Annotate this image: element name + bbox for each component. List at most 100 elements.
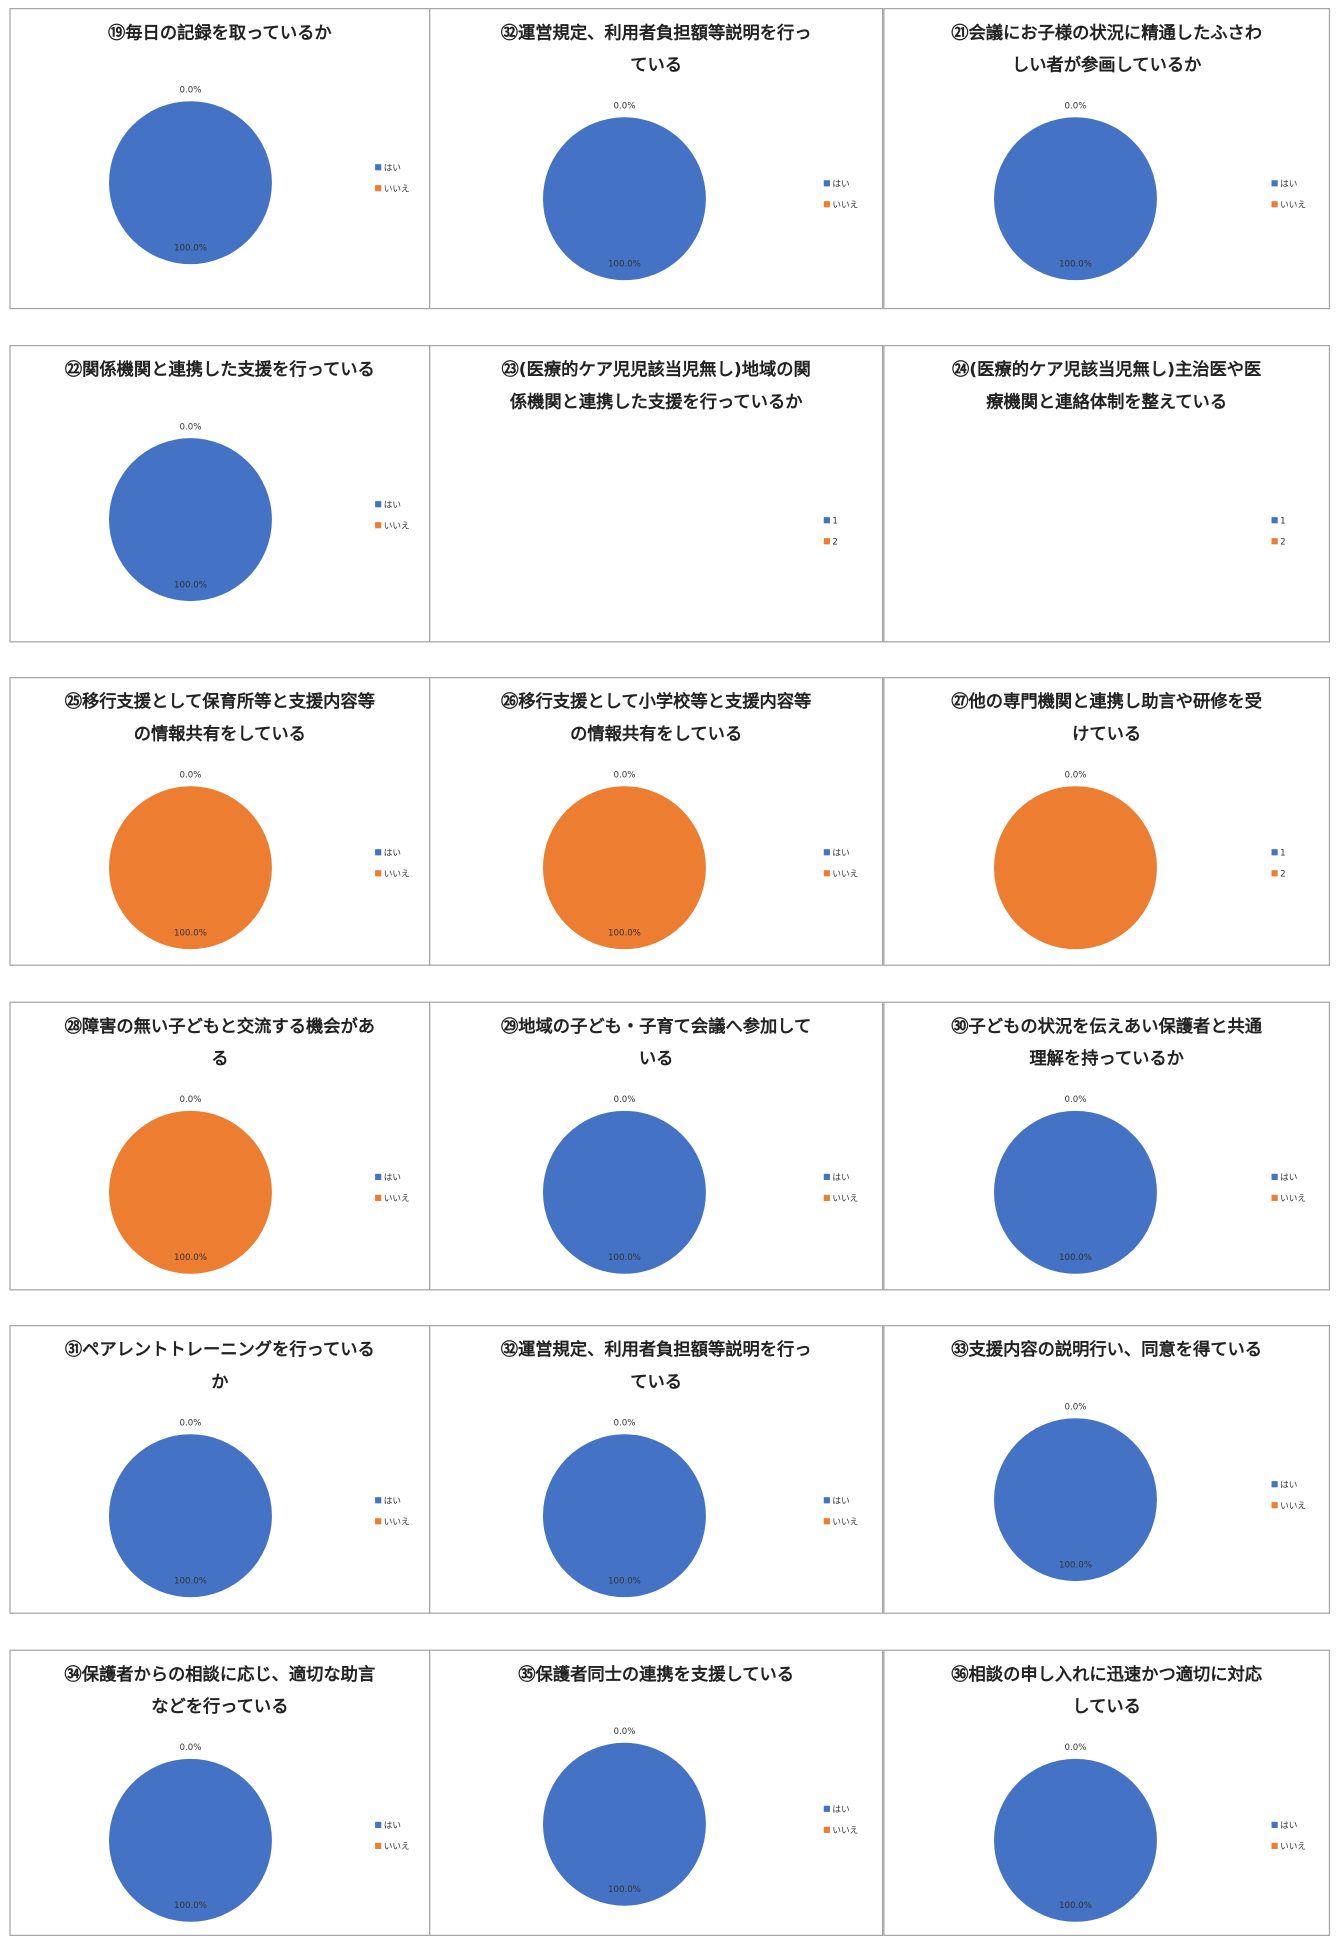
data-label: 100.0% <box>174 1577 207 1587</box>
title-line: ㉞保護者からの相談に応じ、適切な助言 <box>64 1664 375 1685</box>
data-label: 100.0% <box>1059 260 1092 270</box>
chart-title: ㉟保護者同士の連携を支援している <box>518 1664 794 1685</box>
legend-swatch <box>823 201 830 208</box>
legend-swatch <box>375 522 382 529</box>
title-line: ㉒関係機関と連携した支援を行っている <box>65 359 375 380</box>
pie-slice <box>542 1742 706 1906</box>
chart-title: ㉘障害の無い子どもと交流する機会がある <box>65 1016 375 1069</box>
chart-title: ⑲毎日の記録を取っているか <box>108 22 332 43</box>
data-label: 0.0% <box>1065 771 1087 781</box>
legend-swatch <box>375 1821 382 1828</box>
legend-swatch <box>375 870 382 877</box>
legend-label: いいえ <box>384 1841 410 1852</box>
title-line: ⑲毎日の記録を取っているか <box>108 22 332 43</box>
legend-swatch <box>823 849 830 856</box>
data-label: 0.0% <box>613 1727 635 1737</box>
legend-label: はい <box>384 1172 401 1183</box>
chart-title: ㉚子どもの状況を伝えあい保護者と共通理解を持っているか <box>951 1016 1263 1069</box>
data-label: 0.0% <box>613 1419 635 1429</box>
legend-label: いいえ <box>1280 1841 1306 1852</box>
data-label: 0.0% <box>1065 1095 1087 1105</box>
title-line: ㉑会議にお子様の状況に精通したふさわ <box>951 22 1262 43</box>
data-label: 0.0% <box>180 1743 202 1753</box>
title-line: ている <box>630 1372 682 1392</box>
legend-label: 1 <box>1280 848 1286 858</box>
title-line: ㉗他の専門機関と連携し助言や研修を受 <box>951 691 1263 712</box>
legend-swatch <box>375 1497 382 1504</box>
chart-title: ㉝支援内容の説明行い、同意を得ている <box>951 1339 1262 1360</box>
pie-slice <box>108 1110 272 1274</box>
chart-title: ㉜運営規定、利用者負担額等説明を行っている <box>501 1339 812 1392</box>
panel-border <box>429 344 884 643</box>
title-line: ㊱相談の申し入れに迅速かつ適切に対応 <box>951 1664 1263 1685</box>
legend-label: いいえ <box>832 868 858 879</box>
chart-panel: ㉖移行支援として小学校等と支援内容等の情報共有をしている 0.0% 100.0% はい… <box>429 677 884 966</box>
data-label: 100.0% <box>174 1901 207 1911</box>
legend-swatch <box>1271 1502 1278 1509</box>
legend-swatch <box>1271 849 1278 856</box>
legend-label: はい <box>832 1172 849 1183</box>
data-label: 0.0% <box>180 1095 202 1105</box>
pie-slice <box>108 1758 272 1922</box>
chart-title: ㉛ペアレントトレーニングを行っているか <box>65 1339 375 1392</box>
title-line: ㉟保護者同士の連携を支援している <box>518 1664 794 1685</box>
title-line: の情報共有をしている <box>134 723 306 744</box>
pie-slice <box>108 438 272 602</box>
chart-panel: ㉔(医療的ケア児該当児無し)主治医や医療機関と連絡体制を整えている 1 2 <box>883 344 1331 643</box>
title-line: ㉛ペアレントトレーニングを行っている <box>65 1339 375 1360</box>
panel-border <box>883 344 1331 643</box>
pie-slice <box>542 1434 706 1598</box>
chart-title: ㉑会議にお子様の状況に精通したふさわしい者が参画しているか <box>951 22 1262 75</box>
chart-panel: ㉓(医療的ケア児児該当児無し)地域の関係機関と連携した支援を行っているか 1 2 <box>429 344 884 643</box>
data-label: 0.0% <box>180 771 202 781</box>
pie-slice <box>994 1110 1157 1274</box>
title-line: しい者が参画しているか <box>1012 54 1202 75</box>
data-label: 0.0% <box>613 1095 635 1105</box>
data-label: 100.0% <box>1059 1253 1092 1263</box>
legend-label: いいえ <box>832 1193 858 1204</box>
legend-swatch <box>1271 201 1278 208</box>
data-label: 0.0% <box>180 86 202 96</box>
legend-label: 2 <box>1280 537 1286 547</box>
title-line: ㉕移行支援として保育所等と支援内容等 <box>65 691 375 712</box>
title-line: か <box>211 1372 229 1392</box>
legend-swatch <box>1271 1173 1278 1180</box>
title-line: いる <box>639 1049 674 1069</box>
chart-title: ㉙地域の子ども・子育て会議へ参加している <box>501 1016 811 1069</box>
legend-swatch <box>375 1194 382 1201</box>
data-label: 100.0% <box>608 260 641 270</box>
title-line: などを行っている <box>151 1696 288 1717</box>
legend-swatch <box>823 180 830 187</box>
title-line: ㉚子どもの状況を伝えあい保護者と共通 <box>951 1016 1263 1037</box>
legend-label: いいえ <box>384 1193 410 1204</box>
data-label: 0.0% <box>1065 1403 1087 1413</box>
data-label: 0.0% <box>180 1419 202 1429</box>
title-line: ㉝支援内容の説明行い、同意を得ている <box>951 1339 1262 1360</box>
legend-label: いいえ <box>1280 1500 1306 1511</box>
legend-label: はい <box>384 162 401 173</box>
data-label: 100.0% <box>174 581 207 591</box>
legend-swatch <box>823 1173 830 1180</box>
data-label: 0.0% <box>180 423 202 433</box>
chart-title: ㉗他の専門機関と連携し助言や研修を受けている <box>951 691 1263 744</box>
legend-swatch <box>1271 538 1278 545</box>
legend-swatch <box>1271 1821 1278 1828</box>
legend-label: はい <box>384 499 401 510</box>
title-line: している <box>1072 1697 1141 1717</box>
legend-swatch <box>375 164 382 171</box>
title-line: ㉙地域の子ども・子育て会議へ参加して <box>501 1016 811 1037</box>
legend-label: 1 <box>1280 516 1286 526</box>
legend-label: はい <box>384 847 401 858</box>
chart-title: ㉕移行支援として保育所等と支援内容等の情報共有をしている <box>65 691 375 744</box>
pie-slice <box>994 117 1157 281</box>
legend-swatch <box>375 1173 382 1180</box>
chart-panel: ㉞保護者からの相談に応じ、適切な助言などを行っている 100.0% 0.0% はいいい… <box>9 1649 431 1936</box>
chart-panel: ㉑会議にお子様の状況に精通したふさわしい者が参画しているか 100.0% 0.0% は… <box>883 8 1331 310</box>
chart-title: ㉖移行支援として小学校等と支援内容等の情報共有をしている <box>501 691 811 744</box>
legend-swatch <box>1271 1481 1278 1488</box>
chart-title: ㊱相談の申し入れに迅速かつ適切に対応している <box>951 1664 1263 1717</box>
